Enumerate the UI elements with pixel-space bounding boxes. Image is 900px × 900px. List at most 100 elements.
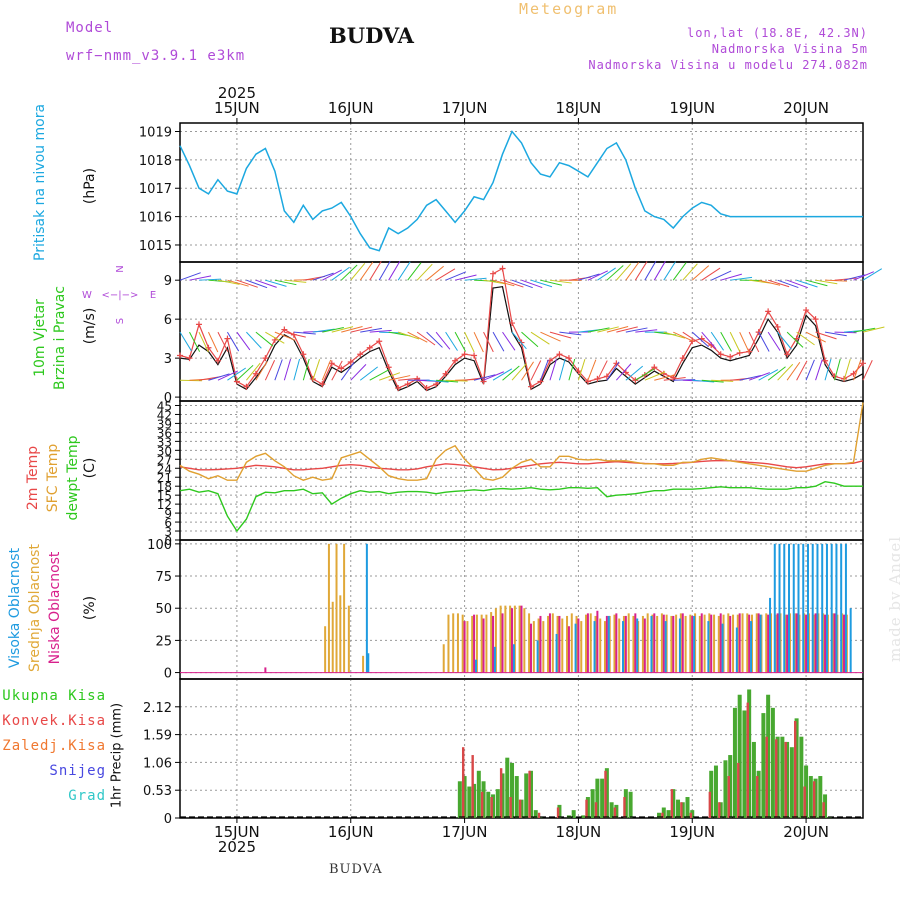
cloud-low-bar <box>681 613 684 673</box>
cloud-mid-bar <box>755 613 758 673</box>
wind-barb <box>217 370 239 381</box>
precip-conv-bar <box>680 802 683 818</box>
wind-barb <box>359 366 379 381</box>
wind-barb <box>312 328 335 333</box>
wind-barb <box>454 274 477 281</box>
wind-gust-marker <box>480 378 487 385</box>
precip-total-bar <box>770 707 775 818</box>
bottom-day-label: 17JUN <box>442 823 488 841</box>
precip-conv-bar <box>585 799 588 818</box>
precip-conv-bar <box>793 720 797 818</box>
cloud-mid-bar <box>494 608 497 673</box>
wind-barb <box>264 360 276 381</box>
wind-barb <box>729 331 741 353</box>
precip-conv-bar <box>718 802 721 818</box>
wind-barb <box>407 331 428 343</box>
cloud-mid-bar <box>532 621 535 673</box>
cloud-mid-bar <box>471 615 474 673</box>
cloud-mid-bar <box>523 608 526 673</box>
y-tick-label: 1018 <box>139 154 172 169</box>
cloud-low-bar <box>577 618 580 673</box>
wind-barb <box>682 263 698 281</box>
y-tick-label: 0 <box>164 812 172 827</box>
wind-barb <box>796 279 818 288</box>
precip-conv-bar <box>756 776 759 818</box>
cloud-low-bar <box>719 613 722 673</box>
wind-gust-marker <box>433 381 440 388</box>
wind-gust-marker <box>423 385 430 392</box>
cloud-mid-bar <box>566 615 569 673</box>
precip-conv-bar <box>689 812 693 818</box>
cloud-high-bar <box>825 543 828 673</box>
cloud-high-bar <box>607 615 610 673</box>
wind-barb <box>283 358 292 381</box>
wind-barb <box>606 325 629 333</box>
cloud-high-bar <box>783 543 786 673</box>
cloud-low-bar <box>558 615 561 673</box>
cloud-low-bar <box>615 613 618 673</box>
wind-barb <box>511 363 527 381</box>
wind-barb <box>597 267 616 281</box>
cloud-low-bar <box>539 615 542 673</box>
wind-barb <box>748 372 770 381</box>
wind-barb <box>369 261 382 281</box>
cloud-mid-bar <box>603 621 606 673</box>
precip-conv-bar <box>499 768 503 818</box>
wind-barb <box>682 331 702 345</box>
wind-gust-marker <box>575 368 582 375</box>
y-tick-label: 1015 <box>139 239 172 254</box>
wind-gust-marker <box>347 359 354 366</box>
cloud-mid-bar <box>335 543 338 673</box>
wind-barb <box>236 331 251 351</box>
precip-conv-bar <box>812 781 816 818</box>
cloud-mid-bar <box>656 615 659 673</box>
wind-barb <box>596 360 608 381</box>
y-tick-label: 21 <box>157 471 172 485</box>
cloud-mid-bar <box>641 615 644 673</box>
wind-barb <box>672 262 687 281</box>
cloud-mid-bar <box>324 626 327 673</box>
wind-barb <box>824 331 847 337</box>
model-label: Model <box>66 20 114 36</box>
wind-barb <box>416 263 433 281</box>
cloud-mid-bar <box>339 595 342 673</box>
cloud-mid-bar <box>561 618 564 673</box>
cloud-mid-bar <box>713 614 716 673</box>
y-tick-label: 0.53 <box>143 784 172 799</box>
wind-barb <box>350 262 366 281</box>
cloud-mid-bar <box>675 614 678 673</box>
y-tick-label: 27 <box>157 453 172 467</box>
wind-barb <box>558 358 566 381</box>
precip-conv-bar <box>661 812 664 818</box>
cloud-low-bar <box>520 605 523 673</box>
precip-total-bar <box>818 776 823 818</box>
wind-gust-marker <box>224 335 231 342</box>
wind-barb <box>606 361 620 381</box>
cloud-mid-bar <box>684 615 687 673</box>
wind-barb <box>720 331 732 352</box>
cloud-high-bar <box>474 659 477 673</box>
wind-barb <box>701 379 724 383</box>
precip-total-bar <box>462 776 467 818</box>
wind-barb <box>426 331 443 348</box>
precip-conv-bar <box>765 736 768 818</box>
wind-gust-marker <box>300 351 307 358</box>
wind-barb <box>369 329 392 333</box>
wind-barb <box>511 331 527 350</box>
wind-barb <box>663 331 686 339</box>
precip-conv-bar <box>727 776 730 818</box>
wind-barb <box>635 368 655 381</box>
wind-barb <box>426 379 449 383</box>
precip-total-bar <box>657 812 662 818</box>
precip-total-bar <box>794 718 799 818</box>
legend-snow: Snijeg <box>49 763 106 779</box>
wind-barb <box>435 331 451 350</box>
wind-barb <box>379 372 401 381</box>
wind-barb <box>359 261 374 281</box>
precip-total-bar <box>823 794 828 818</box>
y-tick-label: 2.12 <box>143 701 172 716</box>
wind-barb <box>388 375 411 381</box>
wind-gust-marker <box>565 355 572 362</box>
wind-gust-marker <box>765 308 772 315</box>
precip-conv-bar <box>556 807 560 818</box>
